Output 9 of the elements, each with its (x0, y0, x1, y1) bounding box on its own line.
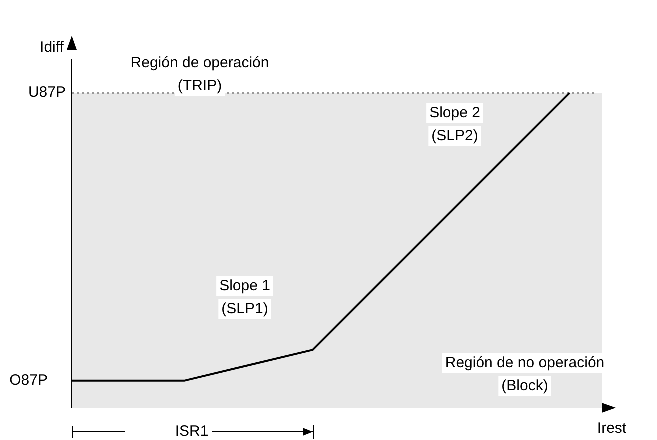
ref-line-label: U87P (28, 84, 66, 102)
annotation: Slope 2 (SLP2) (430, 104, 480, 145)
y-axis-title: Idiff (40, 39, 65, 56)
annotation: Región de operación (TRIP) (130, 54, 270, 95)
x-axis-title: Irest (597, 420, 628, 438)
text: O87P (10, 372, 48, 390)
annotation: Slope 1 (SLP1) (220, 278, 270, 318)
text: ISR1 (175, 423, 209, 440)
annotation: Región de no operación (Block) (445, 354, 605, 395)
